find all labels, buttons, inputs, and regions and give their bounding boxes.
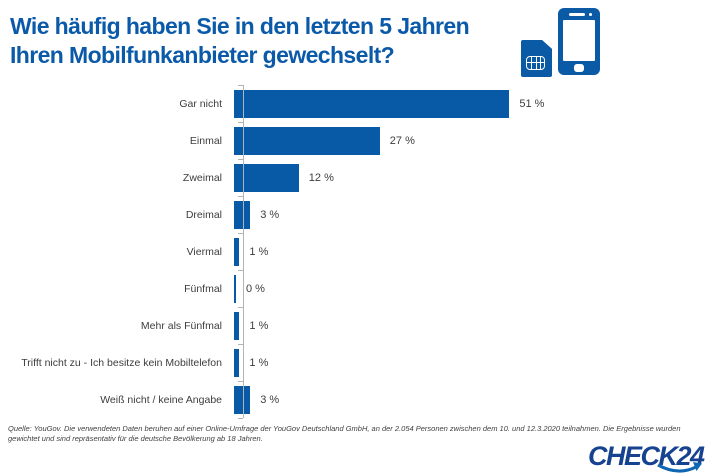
- category-label: Trifft nicht zu - Ich besitze kein Mobil…: [21, 356, 222, 369]
- sim-chip-icon: [526, 56, 545, 70]
- source-note-line2: gewichtet und sind repräsentativ für die…: [8, 433, 263, 443]
- category-label: Weiß nicht / keine Angabe: [100, 393, 222, 406]
- axis-tick: [238, 122, 243, 123]
- chart-row: Weiß nicht / keine Angabe 3 %: [0, 381, 710, 418]
- value-label: 1 %: [249, 245, 269, 258]
- bar-zone: 3 %: [233, 381, 710, 418]
- axis-tick: [238, 270, 243, 271]
- chart-row: Fünfmal 0 %: [0, 270, 710, 307]
- axis-tick: [238, 307, 243, 308]
- bar: [234, 237, 240, 266]
- chart-title: Wie häufig haben Sie in den letzten 5 Ja…: [10, 12, 470, 70]
- sim-card-icon: [521, 40, 552, 77]
- chart-row: Gar nicht 51 %: [0, 85, 710, 122]
- chart-row: Viermal 1 %: [0, 233, 710, 270]
- chart-row: Einmal 27 %: [0, 122, 710, 159]
- phone-speaker-icon: [569, 12, 585, 16]
- axis-tick: [238, 233, 243, 234]
- bar-zone: 27 %: [233, 122, 710, 159]
- check24-wordmark: CHECK24: [588, 441, 705, 471]
- chart-row: Mehr als Fünfmal 1 %: [0, 307, 710, 344]
- bar: [234, 385, 251, 414]
- bar: [234, 274, 236, 303]
- value-label: 51 %: [519, 97, 545, 110]
- check24-logo: CHECK24: [588, 441, 705, 473]
- category-label: Gar nicht: [179, 97, 222, 110]
- value-label: 3 %: [260, 208, 280, 221]
- value-label: 1 %: [249, 319, 269, 332]
- phone-home-button-icon: [574, 63, 584, 72]
- phone-screen: [563, 20, 595, 61]
- check24-swoosh-icon: [657, 462, 702, 473]
- bar-zone: 1 %: [233, 233, 710, 270]
- category-label: Mehr als Fünfmal: [140, 319, 222, 332]
- phone-camera-icon: [589, 13, 592, 16]
- axis-tick: [238, 344, 243, 345]
- chart-title-line1: Wie häufig haben Sie in den letzten 5 Ja…: [10, 13, 470, 39]
- smartphone-icon: [558, 8, 600, 75]
- category-label: Zweimal: [182, 171, 222, 184]
- bar-zone: 3 %: [233, 196, 710, 233]
- bar-zone: 51 %: [233, 85, 710, 122]
- value-label: 3 %: [260, 393, 280, 406]
- bar-zone: 1 %: [233, 344, 710, 381]
- axis-tick: [238, 196, 243, 197]
- bar: [234, 163, 299, 192]
- source-note: Quelle: YouGov. Die verwendeten Daten be…: [8, 424, 708, 443]
- bar: [234, 89, 510, 118]
- axis-tick: [238, 85, 243, 86]
- axis-tick: [238, 381, 243, 382]
- chart-title-line2: Ihren Mobilfunkanbieter gewechselt?: [10, 42, 395, 68]
- chart-row: Dreimal 3 %: [0, 196, 710, 233]
- category-label: Fünfmal: [184, 282, 222, 295]
- bar: [234, 126, 380, 155]
- chart-axis-line: [243, 85, 244, 418]
- source-note-line1: Quelle: YouGov. Die verwendeten Daten be…: [8, 424, 681, 433]
- category-label: Viermal: [186, 245, 222, 258]
- chart-row: Trifft nicht zu - Ich besitze kein Mobil…: [0, 344, 710, 381]
- category-label: Einmal: [189, 134, 222, 147]
- bar-zone: 12 %: [233, 159, 710, 196]
- bar: [234, 311, 240, 340]
- bar-chart: Gar nicht 51 % Einmal 27 % Zweimal 12 % Dreima…: [0, 85, 710, 418]
- bar: [234, 200, 251, 229]
- axis-tick: [238, 159, 243, 160]
- category-label: Dreimal: [185, 208, 222, 221]
- value-label: 1 %: [249, 356, 269, 369]
- value-label: 27 %: [389, 134, 415, 147]
- axis-tick: [238, 418, 243, 419]
- bar: [234, 348, 240, 377]
- chart-row: Zweimal 12 %: [0, 159, 710, 196]
- value-label: 0 %: [246, 282, 265, 295]
- bar-zone: 0 %: [233, 270, 710, 307]
- bar-zone: 1 %: [233, 307, 710, 344]
- value-label: 12 %: [308, 171, 334, 184]
